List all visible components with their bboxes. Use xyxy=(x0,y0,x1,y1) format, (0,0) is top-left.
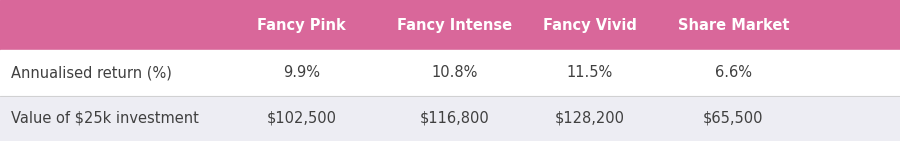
Text: 9.9%: 9.9% xyxy=(283,65,320,80)
Text: Value of $25k investment: Value of $25k investment xyxy=(11,111,199,126)
Text: Fancy Intense: Fancy Intense xyxy=(397,17,512,33)
Text: Share Market: Share Market xyxy=(678,17,789,33)
Text: Fancy Pink: Fancy Pink xyxy=(257,17,346,33)
Text: 10.8%: 10.8% xyxy=(431,65,478,80)
Text: 11.5%: 11.5% xyxy=(566,65,613,80)
Text: 6.6%: 6.6% xyxy=(715,65,752,80)
Text: $65,500: $65,500 xyxy=(703,111,764,126)
Text: Annualised return (%): Annualised return (%) xyxy=(11,65,172,80)
Text: $116,800: $116,800 xyxy=(419,111,490,126)
Bar xyxy=(0,96,900,141)
Text: $128,200: $128,200 xyxy=(554,111,625,126)
Bar xyxy=(0,0,900,50)
Text: Fancy Vivid: Fancy Vivid xyxy=(543,17,636,33)
Bar xyxy=(0,50,900,96)
Text: $102,500: $102,500 xyxy=(266,111,337,126)
